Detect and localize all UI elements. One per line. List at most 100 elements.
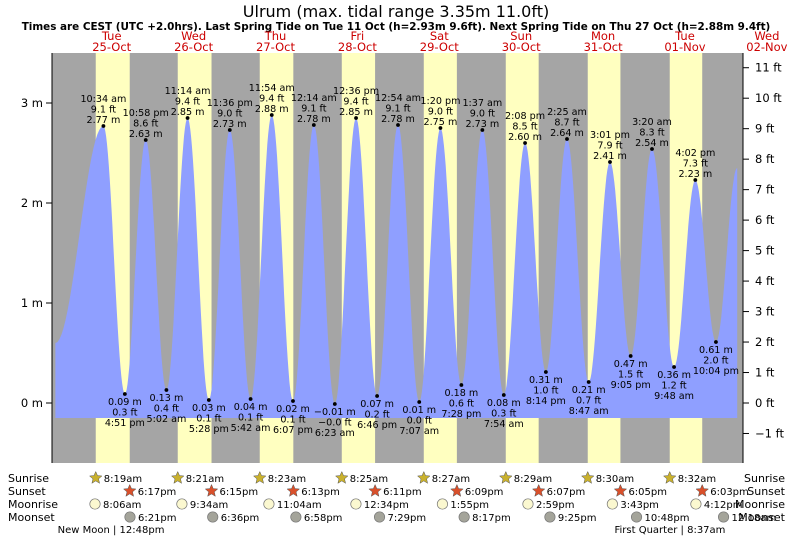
right-axis-label: 3 ft (755, 305, 775, 319)
moonrise-icon (176, 498, 188, 510)
right-axis-label: 4 ft (755, 274, 775, 288)
high-tide-time: 4:02 pm (675, 148, 715, 159)
moonrise-time: 2:59pm (536, 500, 575, 511)
high-tide-meters: 2.60 m (508, 132, 542, 143)
low-tide-time: 7:28 pm (441, 409, 481, 420)
high-tide-meters: 2.78 m (381, 114, 415, 125)
low-tide-feet: 0.1 ft (238, 413, 264, 424)
high-tide-meters: 2.41 m (593, 151, 627, 162)
high-tide-feet: 9.1 ft (385, 103, 411, 114)
high-tide-feet: 9.0 ft (428, 106, 454, 117)
low-tide-feet: 0.2 ft (364, 410, 390, 421)
high-tide-meters: 2.63 m (129, 129, 163, 140)
left-axis-label: 2 m (21, 196, 43, 210)
low-tide-point (332, 402, 337, 406)
sunrise-icon (170, 470, 185, 484)
date-label: 02-Nov (746, 40, 787, 54)
low-tide-point (206, 398, 211, 402)
sunrise-time: 8:32am (678, 474, 716, 485)
moonset-icon (290, 511, 302, 523)
low-tide-meters: 0.08 m (487, 398, 521, 409)
row-label-left-moonrise: Moonrise (8, 498, 58, 511)
low-tide-time: 9:48 am (654, 391, 694, 402)
low-tide-feet: 0.7 ft (576, 396, 602, 407)
low-tide-meters: 0.18 m (444, 388, 478, 399)
moon-phase-label: First Quarter | 8:37am (615, 525, 726, 536)
low-tide-meters: 0.13 m (150, 393, 184, 404)
low-tide-point (714, 340, 718, 344)
high-tide-feet: 8.6 ft (133, 118, 159, 129)
high-tide-time: 11:14 am (165, 86, 211, 97)
sunrise-icon (252, 470, 267, 484)
sunset-icon (368, 483, 382, 497)
high-tide-meters: 2.77 m (87, 115, 121, 126)
high-tide-point (269, 113, 274, 117)
moonset-icon (717, 511, 730, 523)
day-of-week-label: Thu (264, 29, 287, 43)
low-tide-feet: 1.5 ft (618, 370, 644, 381)
sunset-icon (450, 483, 464, 497)
day-headers: Tue25-OctWed26-OctThu27-OctFri28-OctSat2… (92, 29, 787, 54)
moonrise-icon (606, 498, 618, 510)
date-label: 29-Oct (420, 40, 459, 54)
low-tide-meters: 0.21 m (572, 385, 606, 396)
low-tide-feet: 1.2 ft (661, 381, 687, 392)
sunset-time: 6:15pm (220, 487, 259, 498)
moonset-time: 6:36pm (221, 513, 260, 524)
low-tide-feet: 0.3 ft (491, 409, 517, 420)
moonset-icon (630, 511, 643, 523)
moonset-icon (207, 511, 219, 523)
date-label: 01-Nov (664, 40, 705, 54)
low-tide-point (291, 399, 295, 403)
low-tide-point (122, 392, 127, 396)
low-tide-point (417, 400, 422, 404)
sunset-time: 6:07pm (547, 487, 586, 498)
low-tide-meters: 0.09 m (108, 397, 142, 408)
tide-area (55, 115, 738, 418)
low-tide-time: 9:05 pm (611, 380, 651, 391)
high-tide-feet: 7.9 ft (597, 140, 623, 151)
sunset-icon (613, 483, 628, 497)
high-tide-feet: 8.7 ft (554, 117, 580, 128)
low-tide-time: 5:42 am (231, 423, 271, 434)
row-label-left-sunset: Sunset (8, 485, 46, 498)
high-tide-point (101, 124, 106, 128)
date-label: 30-Oct (502, 40, 541, 54)
low-tide-feet: 0.4 ft (154, 404, 180, 415)
high-tide-time: 3:20 am (632, 117, 672, 128)
right-axis-label: 1 ft (755, 366, 775, 380)
moonrise-icon (436, 498, 448, 510)
right-axis-label: 8 ft (755, 152, 775, 166)
day-of-week-label: Fri (351, 29, 365, 43)
moon-phase-label: New Moon | 12:48pm (58, 525, 165, 536)
low-tide-time: 7:54 am (484, 419, 524, 430)
moonset-time: 10:48pm (645, 513, 690, 524)
date-label: 25-Oct (92, 40, 131, 54)
moonrise-time: 4:12pm (704, 500, 743, 511)
day-of-week-label: Wed (754, 29, 779, 43)
day-of-week-label: Tue (674, 29, 695, 43)
high-tide-feet: 9.4 ft (259, 93, 285, 104)
high-tide-meters: 2.54 m (635, 138, 669, 149)
high-tide-feet: 9.1 ft (91, 104, 117, 115)
high-tide-time: 12:14 am (291, 93, 337, 104)
high-tide-point (396, 123, 400, 127)
sunset-icon (695, 483, 710, 497)
low-tide-feet: −0.0 ft (318, 418, 352, 429)
high-tide-point (650, 147, 654, 151)
moonset-time: 8:17pm (472, 513, 511, 524)
moonset-time: 6:21pm (138, 513, 177, 524)
high-tide-point (480, 128, 485, 132)
moonrise-icon (690, 498, 702, 510)
sunrise-time: 8:25am (350, 474, 388, 485)
high-tide-point (143, 138, 148, 142)
sunrise-time: 8:21am (186, 474, 224, 485)
high-tide-point (523, 141, 527, 145)
sunset-time: 6:05pm (628, 487, 667, 498)
chart-subtitle: Times are CEST (UTC +2.0hrs). Last Sprin… (22, 21, 771, 33)
date-label: 27-Oct (256, 40, 295, 54)
high-tide-meters: 2.85 m (339, 107, 373, 118)
high-tide-feet: 7.3 ft (683, 158, 709, 169)
low-tide-meters: 0.04 m (234, 402, 268, 413)
moonset-icon (544, 511, 556, 523)
